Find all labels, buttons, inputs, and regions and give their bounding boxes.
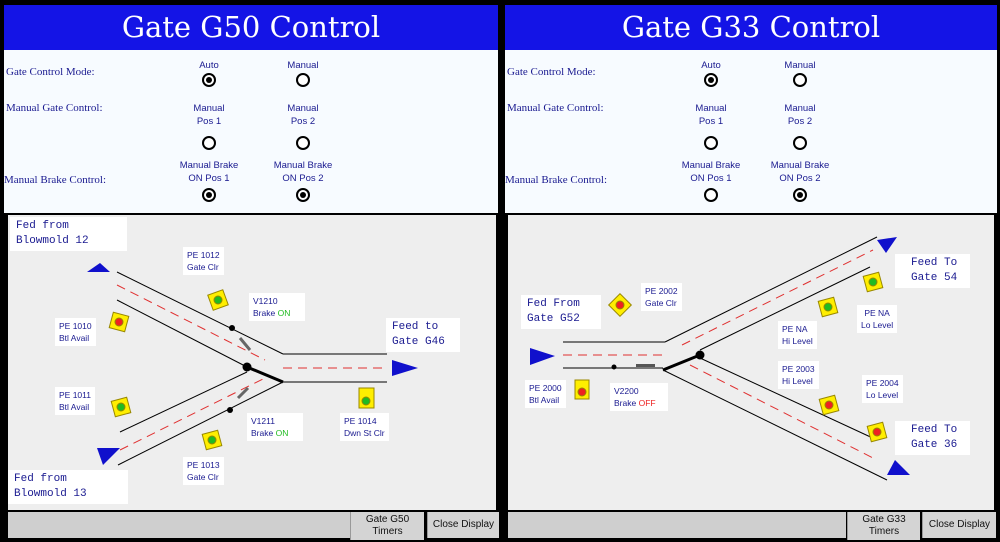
brake1-option-label: Manual Brake ON Pos 1 xyxy=(681,160,741,184)
valve-id: V1211 xyxy=(251,416,275,426)
sensor-label: PE 2004 Lo Level xyxy=(862,375,903,403)
pos1-option-label: Manual Pos 1 xyxy=(193,103,225,127)
close-display-button[interactable]: Close Display xyxy=(922,512,996,538)
pos1-radio[interactable] xyxy=(202,136,216,150)
brake2-option-label: Manual Brake ON Pos 2 xyxy=(770,160,830,184)
footer-bar xyxy=(508,512,846,538)
sensor-id: PE NA xyxy=(782,324,808,334)
brake-status: V1211 Brake ON xyxy=(247,413,303,441)
sensor-label: PE NA Lo Level xyxy=(857,305,898,333)
valve-id: V1210 xyxy=(253,296,278,306)
brake-state: ON xyxy=(275,428,289,438)
sensor-desc: Lo Level xyxy=(866,390,899,400)
sensor-id: PE 1013 xyxy=(187,460,220,470)
sensor-id: PE 1014 xyxy=(344,416,377,426)
sensor-id: PE NA xyxy=(864,308,890,318)
source-label: Fed From Gate G52 xyxy=(521,295,601,329)
footer-bar xyxy=(8,512,350,538)
panel-title: Gate G33 Control xyxy=(505,5,997,50)
sensor-desc: Btl Avail xyxy=(529,395,560,405)
brake-label: Brake xyxy=(253,308,276,318)
sensor-label: PE NA Hi Level xyxy=(778,321,817,349)
sensor-desc: Btl Avail xyxy=(59,402,90,412)
sensor-label: PE 1012 Gate Clr xyxy=(183,247,224,275)
sensor-label: PE 2002 Gate Clr xyxy=(641,283,682,311)
sensor-id: PE 1011 xyxy=(59,390,91,400)
panel-title: Gate G50 Control xyxy=(4,5,498,50)
destination-label: Feed to Gate G46 xyxy=(386,318,460,352)
manual-brake-control-label: Manual Brake Control: xyxy=(505,174,608,186)
pos2-radio[interactable] xyxy=(296,136,310,150)
brake-label: Brake xyxy=(251,428,274,438)
sensor-label: PE 2000 Btl Avail xyxy=(525,380,566,408)
sensor-desc: Lo Level xyxy=(861,320,894,330)
sensor-icon xyxy=(108,271,888,451)
source-label: Fed from Blowmold 12 xyxy=(10,217,127,251)
brake2-option-label: Manual Brake ON Pos 2 xyxy=(273,160,333,184)
brake2-radio[interactable] xyxy=(296,188,310,202)
manual-option-label: Manual xyxy=(287,60,319,71)
timers-button[interactable]: Gate G50 Timers xyxy=(350,512,424,540)
brake-label: Brake xyxy=(614,398,637,408)
diagram-area xyxy=(8,215,496,510)
brake-status: V1210 Brake ON xyxy=(249,293,305,321)
sensor-label: PE 2003 Hi Level xyxy=(778,361,819,389)
sensor-desc: Dwn St Clr xyxy=(344,428,385,438)
sensor-id: PE 2004 xyxy=(866,378,899,388)
gate-control-mode-label: Gate Control Mode: xyxy=(507,66,596,78)
pos1-radio[interactable] xyxy=(704,136,718,150)
manual-gate-control-label: Manual Gate Control: xyxy=(507,102,604,114)
brake-status: V2200 Brake OFF xyxy=(610,383,668,411)
sensor-id: PE 2002 xyxy=(645,286,678,296)
controls-area xyxy=(505,50,997,213)
brake1-option-label: Manual Brake ON Pos 1 xyxy=(179,160,239,184)
brake-state: OFF xyxy=(638,398,656,408)
manual-option-label: Manual xyxy=(784,60,816,71)
sensor-desc: Gate Clr xyxy=(187,262,219,272)
pos2-radio[interactable] xyxy=(793,136,807,150)
auto-option-label: Auto xyxy=(701,60,721,71)
sensor-id: PE 2000 xyxy=(529,383,562,393)
sensor-label: PE 1014 Dwn St Clr xyxy=(340,413,389,441)
auto-option-label: Auto xyxy=(199,60,219,71)
source-label: Fed from Blowmold 13 xyxy=(8,470,128,504)
sensor-id: PE 1010 xyxy=(59,321,92,331)
gate-g50-panel: Gate G50 Control Gate G50 Timers Close D… xyxy=(4,0,499,540)
controls-area xyxy=(4,50,498,213)
sensor-desc: Hi Level xyxy=(782,336,813,346)
sensor-desc: Hi Level xyxy=(782,376,813,386)
manual-radio[interactable] xyxy=(296,73,310,87)
destination-label: Feed To Gate 36 xyxy=(895,421,970,455)
sensor-label: PE 1010 Btl Avail xyxy=(55,318,96,346)
manual-gate-control-label: Manual Gate Control: xyxy=(6,102,103,114)
pos1-option-label: Manual Pos 1 xyxy=(695,103,727,127)
brake1-radio[interactable] xyxy=(202,188,216,202)
sensor-id: PE 2003 xyxy=(782,364,815,374)
sensor-desc: Gate Clr xyxy=(187,472,219,482)
sensor-label: PE 1013 Gate Clr xyxy=(183,457,224,485)
sensor-desc: Btl Avail xyxy=(59,333,90,343)
gate-control-mode-label: Gate Control Mode: xyxy=(6,66,95,78)
destination-label: Feed To Gate 54 xyxy=(895,254,970,288)
auto-radio[interactable] xyxy=(704,73,718,87)
manual-radio[interactable] xyxy=(793,73,807,87)
pos2-option-label: Manual Pos 2 xyxy=(287,103,319,127)
diverter-gate xyxy=(246,353,701,384)
brake1-radio[interactable] xyxy=(704,188,718,202)
pos2-option-label: Manual Pos 2 xyxy=(784,103,816,127)
timers-button[interactable]: Gate G33 Timers xyxy=(847,512,920,540)
sensor-desc: Gate Clr xyxy=(645,298,677,308)
close-display-button[interactable]: Close Display xyxy=(427,512,499,538)
auto-radio[interactable] xyxy=(202,73,216,87)
valve-id: V2200 xyxy=(614,386,639,396)
brake-state: ON xyxy=(277,308,291,318)
sensor-label: PE 1011 Btl Avail xyxy=(55,387,95,415)
sensor-id: PE 1012 xyxy=(187,250,220,260)
brake2-radio[interactable] xyxy=(793,188,807,202)
arrow-icon xyxy=(87,237,910,475)
manual-brake-control-label: Manual Brake Control: xyxy=(4,174,107,186)
